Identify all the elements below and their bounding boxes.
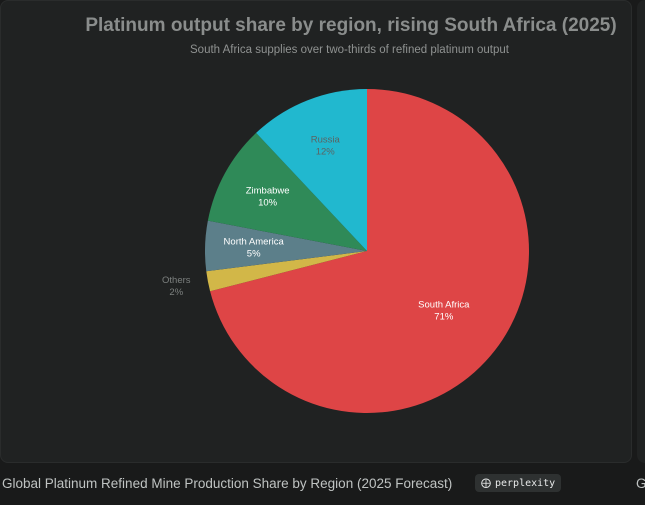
next-caption-initial: G [636,476,645,491]
slice-label-russia: Russia [311,135,341,146]
pie-slice-south-africa[interactable] [210,89,529,414]
chart-subtitle: South Africa supplies over two-thirds of… [190,44,509,56]
slice-value-russia: 12% [316,147,336,158]
pie-slice-others[interactable] [206,251,367,292]
slice-value-north-america: 5% [247,248,261,259]
pie-slice-zimbabwe[interactable] [207,132,367,251]
chart-title: Platinum output share by region, rising … [85,15,617,36]
pie-slice-russia[interactable] [256,89,367,251]
slice-value-others: 2% [169,287,183,298]
slice-label-others: Others [162,275,191,286]
slice-value-zimbabwe: 10% [258,197,278,208]
perplexity-badge[interactable]: ⨁ perplexity [475,474,562,492]
slice-value-south-africa: 71% [434,312,454,323]
next-chart-card[interactable] [637,0,645,463]
slice-label-zimbabwe: Zimbabwe [246,185,290,196]
slice-label-north-america: North America [224,236,285,247]
chart-caption: Global Platinum Refined Mine Production … [2,476,453,491]
chart-card: Platinum output share by region, rising … [0,0,632,463]
badge-label: perplexity [495,477,556,489]
slice-label-south-africa: South Africa [418,300,470,311]
perplexity-logo-icon: ⨁ [481,477,491,489]
pie-slice-north-america[interactable] [205,220,367,272]
